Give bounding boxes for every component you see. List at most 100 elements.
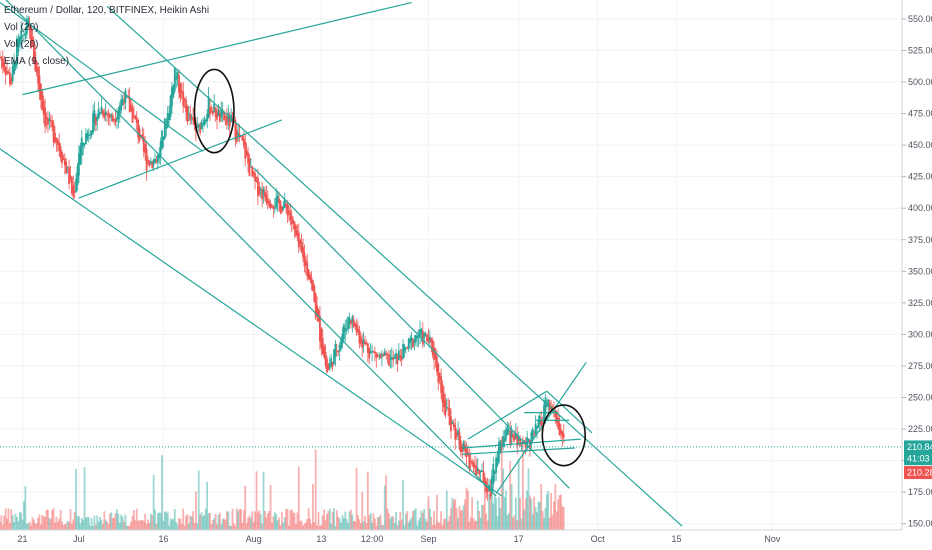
candle-body [333, 349, 335, 365]
volume-bar [357, 515, 359, 530]
volume-bar [424, 518, 427, 530]
volume-bar [557, 499, 560, 530]
candle-body [472, 462, 475, 468]
candle-body [392, 357, 395, 361]
volume-bar [406, 511, 409, 530]
x-tick-label: 16 [158, 534, 168, 544]
y-tick-label: 450.00 [908, 140, 932, 150]
study-volume-1[interactable]: Vol (20) [4, 22, 39, 33]
candle-body [58, 142, 61, 151]
volume-bar [80, 517, 83, 530]
volume-bars [0, 436, 565, 530]
candle-body [216, 112, 218, 120]
volume-bar [447, 521, 450, 530]
candle-body [130, 104, 132, 111]
volume-bar [314, 449, 317, 530]
volume-bar [450, 507, 452, 530]
candle-body [455, 432, 458, 437]
volume-bar [94, 524, 97, 530]
volume-bar [247, 517, 249, 530]
volume-bar [448, 516, 451, 530]
study-ema[interactable]: EMA (9, close) [4, 56, 70, 67]
candle-body [328, 363, 331, 368]
candle-body [503, 437, 506, 442]
volume-bar [471, 497, 474, 530]
candle-body [381, 353, 383, 357]
volume-bar [55, 516, 58, 530]
candle-body [430, 338, 433, 343]
candle-body [344, 328, 347, 332]
volume-bar [365, 523, 368, 530]
time-axis[interactable]: 21 Jul 16 Aug 13 12:00 Sep 17 Oct 15 Nov [18, 534, 781, 544]
candle-body [176, 72, 179, 79]
volume-bar [478, 510, 481, 530]
volume-bar [373, 518, 376, 530]
volume-bar [413, 510, 416, 530]
candle-body [378, 354, 381, 356]
candle-body [44, 107, 46, 127]
candle-body [234, 120, 237, 140]
volume-bar [202, 516, 204, 530]
volume-bar [490, 492, 493, 530]
candle-body [154, 158, 156, 163]
volume-bar [171, 519, 173, 530]
candle-body [186, 105, 189, 123]
candle-body [362, 339, 365, 345]
candle-body [526, 437, 529, 445]
candle-body [323, 346, 326, 358]
study-volume-2[interactable]: Vol (20) [4, 39, 39, 50]
volume-bar [400, 519, 403, 530]
candle-body [475, 466, 478, 476]
volume-bar [196, 523, 199, 530]
volume-bar [97, 521, 100, 530]
volume-bar [467, 490, 469, 530]
volume-bar [72, 519, 75, 530]
candle-body [433, 347, 435, 360]
volume-bar [48, 518, 51, 530]
volume-bar [216, 524, 218, 530]
candle-body [512, 434, 514, 438]
volume-bar [207, 513, 210, 530]
volume-bar [118, 522, 121, 530]
volume-bar [186, 514, 189, 530]
volume-bar [516, 520, 519, 530]
candle-body [248, 158, 251, 177]
candle-body [137, 119, 140, 138]
volume-bar [156, 513, 159, 530]
volume-bar [49, 518, 52, 530]
symbol-title[interactable]: Ethereum / Dollar, 120, BITFINEX, Heikin… [4, 5, 210, 16]
volume-bar [86, 516, 89, 530]
candle-body [8, 72, 11, 84]
candle-body [147, 159, 149, 164]
volume-bar [355, 467, 358, 530]
volume-bar [121, 516, 124, 530]
candle-body [16, 38, 18, 65]
candle-body [409, 338, 412, 344]
volume-bar [493, 494, 496, 530]
candle-body [180, 90, 183, 93]
volume-bar [18, 512, 21, 530]
candle-body [533, 433, 536, 435]
volume-bar [362, 521, 365, 530]
candle-body [266, 198, 269, 204]
candle-body [297, 232, 300, 248]
volume-bar [34, 523, 37, 530]
volume-bar [135, 508, 138, 530]
volume-bar [421, 512, 424, 530]
volume-bar [251, 511, 254, 530]
candle-body [279, 201, 282, 213]
candle-body [467, 452, 469, 454]
volume-bar [517, 458, 520, 530]
candle-body [214, 108, 217, 118]
volume-bar [10, 509, 13, 530]
volume-bar [407, 522, 410, 530]
candle-body [14, 62, 17, 67]
volume-bar [371, 522, 373, 530]
volume-bar [388, 513, 390, 530]
volume-bar [397, 520, 400, 530]
candle-body [171, 87, 173, 107]
candle-body [441, 384, 444, 403]
candle-body [224, 116, 227, 118]
volume-bar [104, 519, 107, 530]
